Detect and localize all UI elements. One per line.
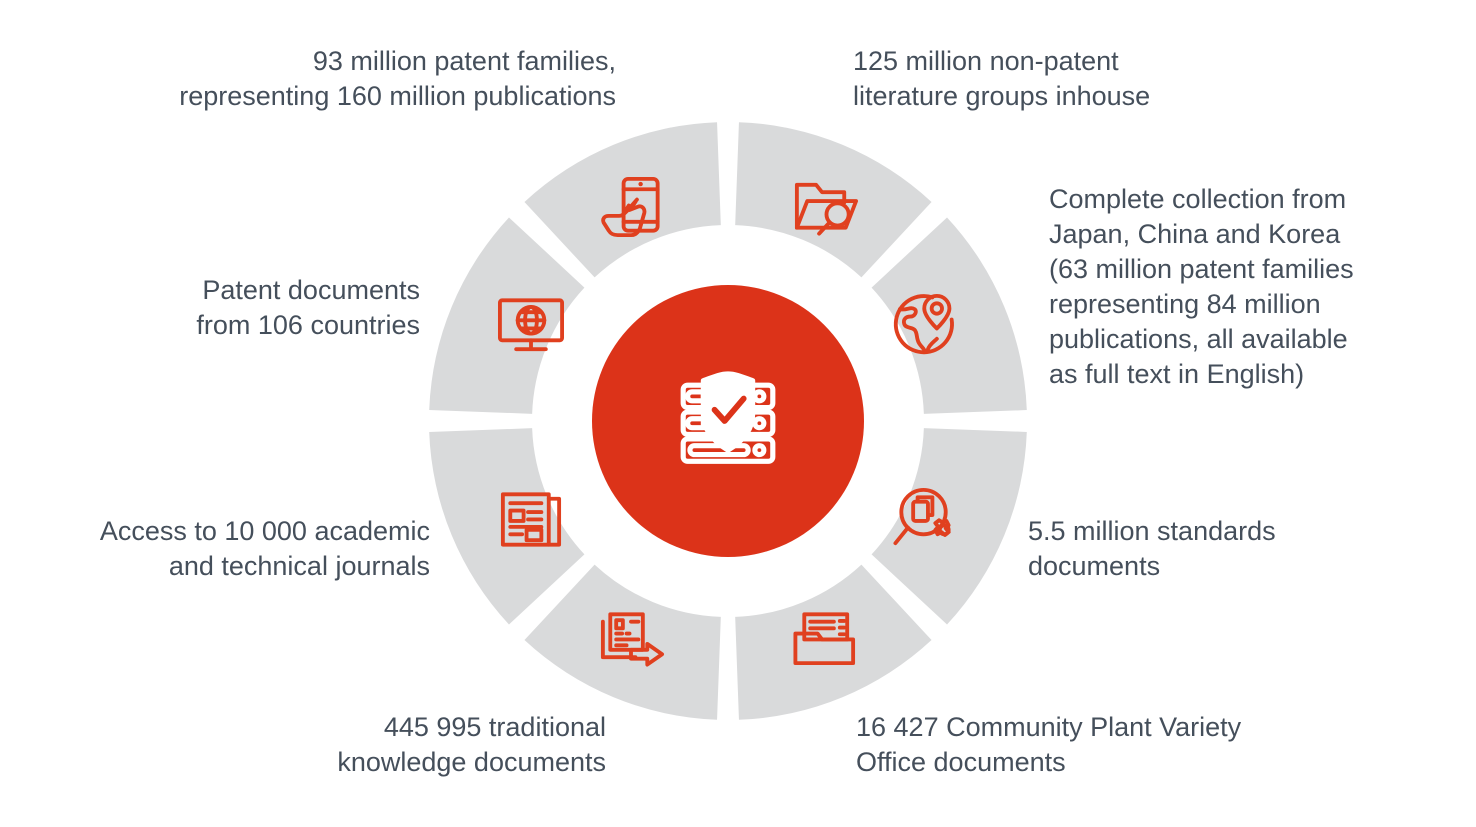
folder-search-icon — [788, 170, 862, 244]
folder-documents-icon — [788, 598, 862, 672]
document-arrow-icon — [594, 598, 668, 672]
ring-segment-academic-journals — [429, 217, 585, 414]
hand-tap-tablet-icon — [594, 170, 668, 244]
server-shield-check-icon — [672, 365, 784, 477]
monitor-globe-icon — [494, 287, 568, 361]
ring-segment-standards-documents — [735, 564, 932, 720]
callout-label-patent-families: 93 million patent families, representing… — [179, 46, 616, 112]
callout-label-plant-variety-office: 16 427 Community Plant Variety Office do… — [856, 712, 1242, 778]
callout-label-asia-collection: Complete collection from Japan, China an… — [1049, 184, 1354, 390]
ring-segment-plant-variety-office — [524, 564, 721, 720]
callout-label-academic-journals: Access to 10 000 academic and technical … — [99, 516, 430, 582]
magnifier-gear-icon — [888, 481, 962, 555]
globe-pin-icon — [888, 287, 962, 361]
callout-label-patent-countries: Patent documents from 106 countries — [196, 275, 420, 341]
callout-label-non-patent-literature: 125 million non-patent literature groups… — [853, 46, 1151, 112]
donut-ring — [428, 121, 1028, 721]
newspaper-icon — [494, 481, 568, 555]
callout-label-traditional-knowledge: 445 995 traditional knowledge documents — [337, 712, 606, 778]
callout-label-standards-documents: 5.5 million standards documents — [1028, 516, 1276, 582]
donut-ring-svg — [429, 122, 1027, 720]
ring-segment-traditional-knowledge — [429, 428, 585, 625]
